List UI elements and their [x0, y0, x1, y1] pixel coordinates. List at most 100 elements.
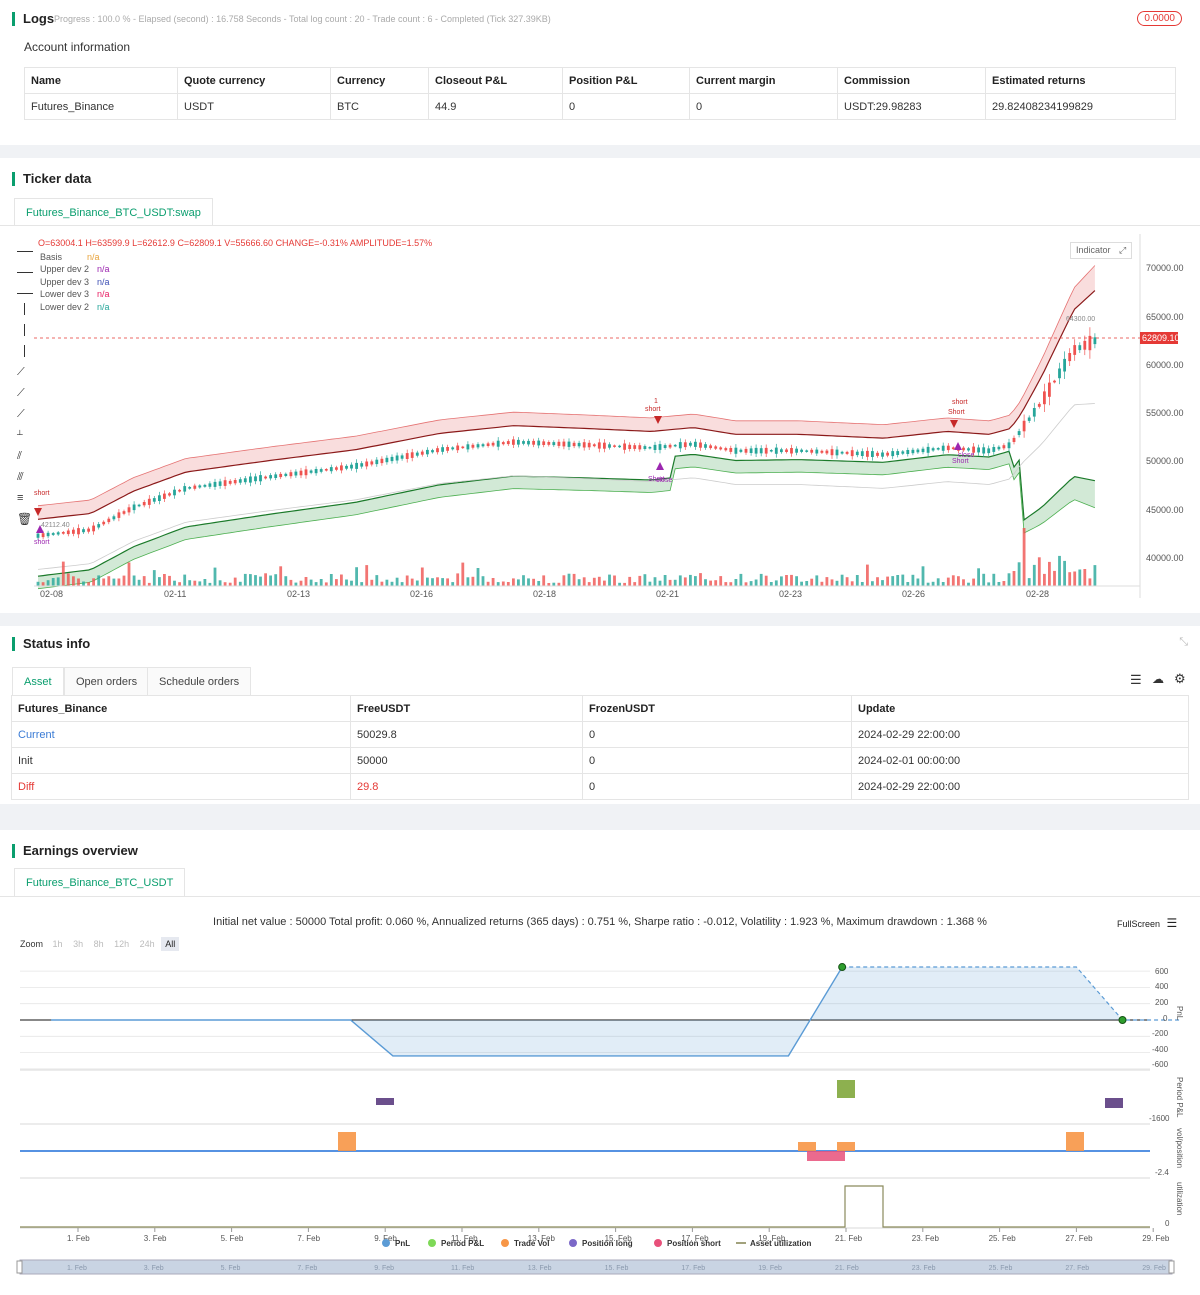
status-cell: 29.8 — [350, 773, 583, 800]
status-cell: 2024-02-01 00:00:00 — [851, 747, 1189, 774]
volume-bar — [461, 562, 465, 586]
candle-body — [426, 449, 429, 455]
volume-bar — [845, 577, 849, 586]
candle-body — [259, 475, 262, 482]
candle-body — [542, 441, 546, 445]
vertical-ray-tool-icon[interactable] — [17, 324, 25, 336]
candle-body — [97, 524, 101, 528]
logs-badge[interactable]: 0.0000 — [1137, 11, 1182, 26]
trend-line-tool-icon[interactable]: ⟋ — [17, 366, 25, 378]
volume-bar — [840, 574, 844, 586]
table-row: Futures_Binance USDT BTC 44.9 0 0 USDT:2… — [24, 93, 1176, 120]
menu-icon[interactable]: ☰ — [1166, 916, 1178, 930]
candle-body — [866, 450, 869, 457]
volume-bar — [173, 580, 176, 586]
expand-icon[interactable]: ⤢ — [1119, 245, 1127, 255]
volume-bar — [223, 582, 227, 586]
channel-tool-icon[interactable]: ≡ — [17, 492, 24, 504]
ray-line-tool-icon[interactable]: ⟋ — [17, 387, 25, 399]
zoom-12h-button[interactable]: 12h — [114, 939, 130, 949]
volume-bar — [901, 574, 905, 586]
zoom-all-button[interactable]: All — [161, 937, 180, 951]
volume-bar — [137, 579, 141, 586]
volume-bar — [830, 579, 834, 586]
volume-bar — [446, 578, 449, 586]
volume-bar — [329, 574, 333, 586]
status-table: Futures_Binance FreeUSDT FrozenUSDT Upda… — [11, 695, 1189, 800]
candle-body — [820, 450, 824, 453]
indicator-button[interactable]: Indicator ⤢ — [1070, 242, 1133, 259]
price-line-tool-icon[interactable]: ┴ — [17, 430, 23, 439]
volume-bar — [152, 570, 156, 586]
tab-ticker-symbol[interactable]: Futures_Binance_BTC_USDT:swap — [14, 198, 213, 226]
status-cell: 50000 — [350, 747, 583, 774]
tab-schedule-orders[interactable]: Schedule orders — [147, 667, 252, 695]
table-row: Init 50000 0 2024-02-01 00:00:00 — [11, 747, 1189, 774]
upper-dev2-line — [37, 290, 1096, 520]
parallel-line-tool-icon[interactable]: ⫽ — [17, 450, 22, 462]
candle-body — [694, 441, 697, 447]
ohlc-close: C=62809.1 — [177, 238, 222, 248]
trade-marker-label: Short — [948, 409, 965, 416]
time-tick: 02-21 — [656, 589, 679, 599]
fullscreen-button[interactable]: FullScreen ☰ — [1117, 916, 1177, 930]
navigator-right-handle — [1168, 1260, 1175, 1274]
account-cell: 0 — [689, 93, 838, 120]
candle-body — [1032, 408, 1036, 417]
candle-body — [375, 459, 379, 465]
x-tick-label: 29. Feb — [1142, 1234, 1170, 1243]
zoom-8h-button[interactable]: 8h — [93, 939, 104, 949]
tab-earnings-symbol[interactable]: Futures_Binance_BTC_USDT — [14, 868, 186, 896]
volume-bar — [1002, 581, 1006, 586]
segment-tool-icon[interactable] — [17, 282, 33, 294]
collapse-icon[interactable]: ⤡ — [1179, 636, 1188, 648]
volume-bar — [1063, 560, 1066, 586]
candle-body — [451, 447, 455, 450]
tab-asset[interactable]: Asset — [12, 667, 64, 695]
trash-icon[interactable]: 🗑 — [17, 512, 33, 526]
volume-bar — [921, 566, 925, 586]
tab-open-orders[interactable]: Open orders — [64, 667, 150, 695]
gear-icon[interactable]: ⚙ — [1174, 671, 1186, 686]
volume-bar — [673, 579, 677, 586]
candle-body — [951, 447, 955, 450]
volume-bar — [527, 578, 530, 586]
volume-bar — [810, 578, 814, 586]
candle-body — [729, 448, 733, 452]
volume-bar — [759, 573, 763, 586]
volume-bar — [866, 564, 869, 586]
volume-bar — [572, 573, 576, 586]
zoom-3h-button[interactable]: 3h — [73, 939, 84, 949]
candle-body — [840, 451, 844, 454]
candle-body — [299, 470, 303, 476]
trade-marker-label: short — [34, 490, 50, 497]
candle-body — [289, 472, 293, 477]
candle-body — [1088, 335, 1092, 351]
horizontal-line-tool-icon[interactable] — [17, 240, 33, 252]
account-header-cell: Currency — [330, 67, 429, 94]
fibonacci-tool-icon[interactable]: ⫻ — [17, 471, 24, 483]
vertical-segment-tool-icon[interactable] — [17, 345, 25, 357]
candle-body — [163, 493, 166, 499]
vertical-line-tool-icon[interactable] — [17, 303, 25, 315]
zoom-1h-button[interactable]: 1h — [52, 939, 63, 949]
trade-vol-bar — [338, 1132, 356, 1151]
list-view-icon[interactable]: ☰ — [1130, 672, 1142, 687]
extended-line-tool-icon[interactable]: ⟋ — [17, 408, 25, 420]
horizontal-ray-tool-icon[interactable] — [17, 261, 33, 273]
price-tick: 55000.00 — [1146, 408, 1184, 418]
volume-bar — [1058, 555, 1061, 586]
cloud-download-icon[interactable]: ☁ — [1152, 672, 1164, 686]
candle-body — [886, 452, 889, 456]
navigator-tick-label: 29. Feb — [1142, 1265, 1166, 1272]
volume-bar — [486, 581, 490, 586]
zoom-24h-button[interactable]: 24h — [139, 939, 155, 949]
volume-bar — [218, 580, 222, 586]
candle-body — [152, 498, 156, 502]
period-tick: -1600 — [1149, 1114, 1170, 1123]
candle-body — [390, 456, 394, 462]
volume-bar — [294, 582, 298, 586]
status-header-cell: FrozenUSDT — [582, 695, 852, 722]
volume-bar — [183, 574, 187, 586]
volume-bar — [274, 574, 278, 586]
